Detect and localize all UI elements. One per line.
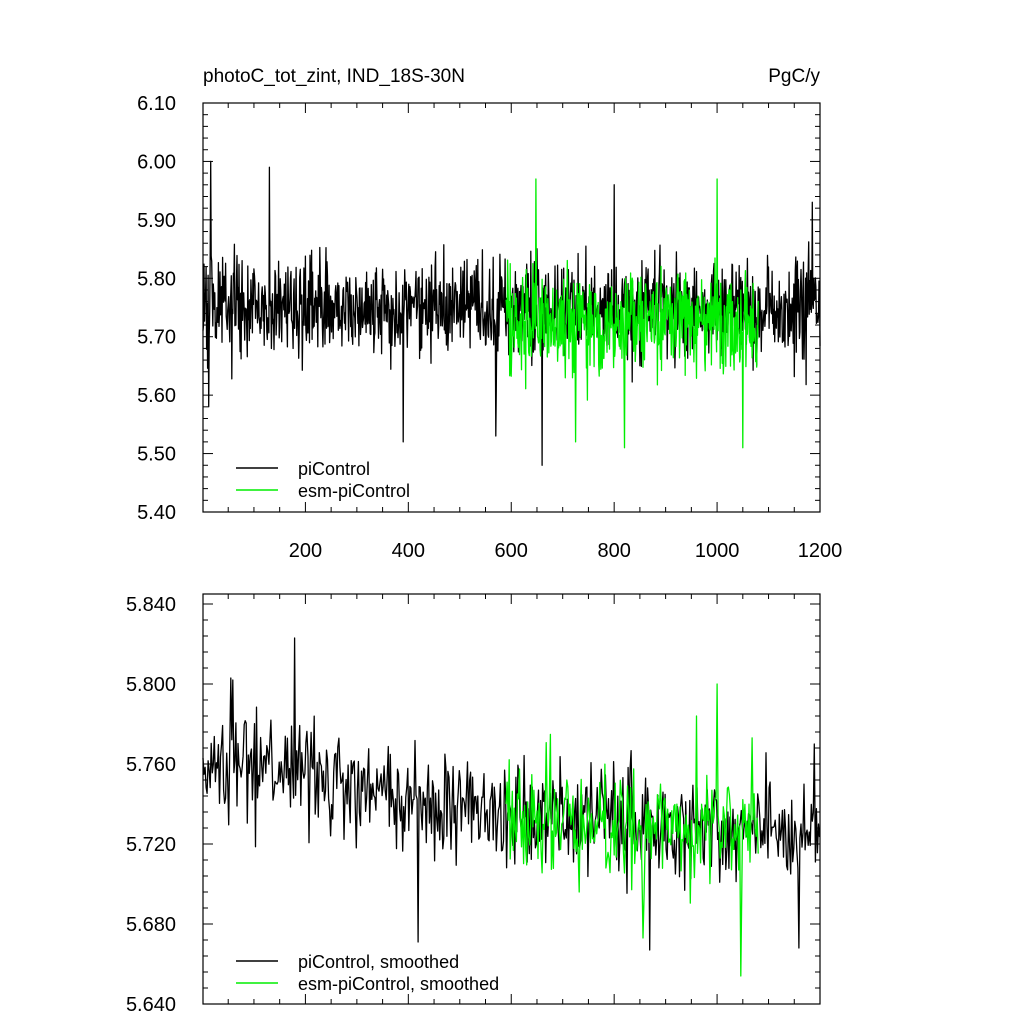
- top-xtick-label: 400: [392, 540, 425, 562]
- top-xtick-label: 800: [597, 540, 630, 562]
- top-ytick-label: 5.60: [137, 385, 176, 407]
- bottom-legend-label-esm-piControl-smoothed: esm-piControl, smoothed: [298, 974, 499, 994]
- bottom-legend-label-piControl-smoothed: piControl, smoothed: [298, 952, 459, 972]
- top-legend-label-esm-piControl: esm-piControl: [298, 481, 410, 501]
- top-panel: photoC_tot_zint, IND_18S-30N PgC/y 5.405…: [137, 66, 842, 562]
- bottom-axes: 5.640 5.680 5.720 5.760 5.800 5.840: [126, 594, 821, 1016]
- top-legend: piControl esm-piControl: [236, 459, 410, 501]
- bottom-ytick-label: 5.760: [126, 754, 176, 776]
- top-axes: 5.40 5.50 5.60 5.70 5.80 5.90 6.00 6.10 200 400 60…: [137, 93, 842, 562]
- top-title-left: photoC_tot_zint, IND_18S-30N: [203, 66, 465, 87]
- bottom-panel: 5.640 5.680 5.720 5.760 5.800 5.840 piControl…: [126, 593, 821, 1016]
- top-ytick-label: 6.10: [137, 93, 176, 115]
- bottom-series-group: [202, 637, 821, 977]
- top-ytick-label: 5.40: [137, 502, 176, 524]
- bottom-ytick-label: 5.840: [126, 594, 176, 616]
- top-ytick-label: 5.70: [137, 327, 176, 349]
- bottom-ytick-label: 5.800: [126, 674, 176, 696]
- bottom-legend: piControl, smoothed esm-piControl, smoot…: [236, 952, 499, 994]
- top-ytick-label: 5.90: [137, 210, 176, 232]
- top-xtick-label: 1000: [695, 540, 740, 562]
- bottom-ytick-label: 5.680: [126, 914, 176, 936]
- bottom-ytick-label: 5.640: [126, 994, 176, 1016]
- top-plot-frame: [202, 102, 821, 513]
- top-xtick-label: 600: [495, 540, 528, 562]
- top-series-line-esm-picontrol: [505, 178, 759, 449]
- top-ytick-label: 5.80: [137, 268, 176, 290]
- top-title-right: PgC/y: [768, 66, 820, 87]
- bottom-series-line-esm-picontrol-smoothed: [505, 683, 759, 977]
- top-xtick-label: 200: [289, 540, 322, 562]
- top-ytick-label: 6.00: [137, 151, 176, 173]
- top-series-group: [202, 160, 821, 466]
- bottom-ytick-label: 5.720: [126, 834, 176, 856]
- top-ytick-label: 5.50: [137, 444, 176, 466]
- bottom-plot-frame: [202, 593, 821, 1005]
- top-xtick-label: 1200: [798, 540, 843, 562]
- top-legend-label-piControl: piControl: [298, 459, 370, 479]
